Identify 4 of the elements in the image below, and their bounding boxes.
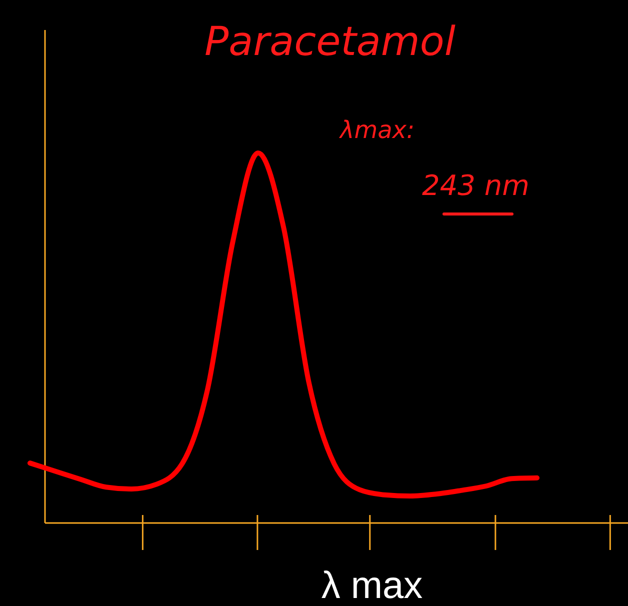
text: λmax: <box>338 116 415 144</box>
chart-title: Paracetamol <box>204 19 456 65</box>
x-axis-title: λ max <box>321 565 423 606</box>
annotation: 243 nm <box>422 169 530 202</box>
